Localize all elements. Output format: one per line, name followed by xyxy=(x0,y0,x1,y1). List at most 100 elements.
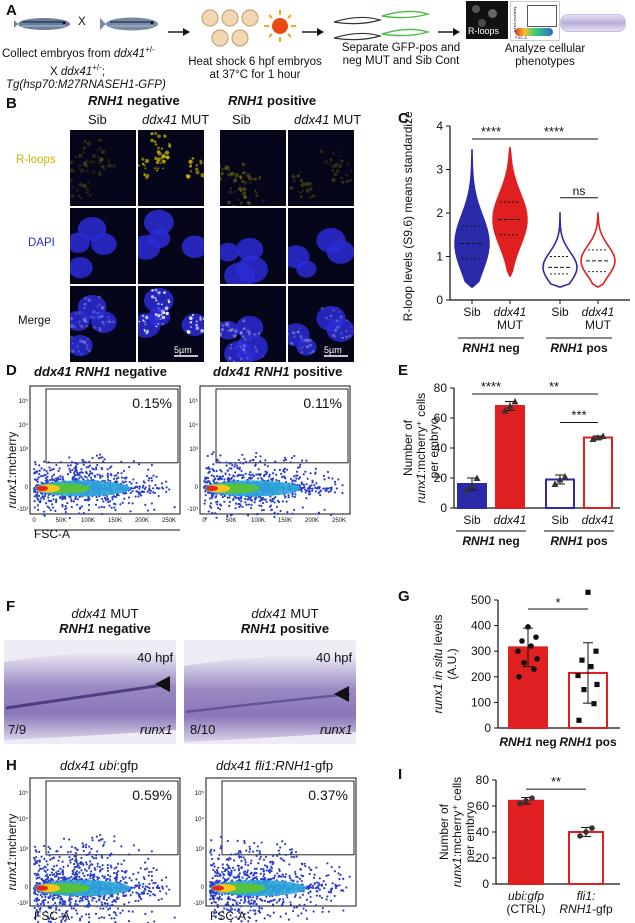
arrow-1-icon xyxy=(168,28,190,36)
h-ytick-label: 0 xyxy=(201,885,205,891)
flow-thumbnail-ylabel: runx1:mcherry xyxy=(512,6,517,32)
f-right-title2-gene: RNH1 xyxy=(240,621,277,636)
g-point-a xyxy=(528,643,534,649)
b-group-pos-gene: RNH1 xyxy=(228,93,264,108)
h-title-left: ddx41 ubi:gfp xyxy=(60,758,138,773)
step1-line1: Collect embryos from xyxy=(2,47,114,60)
violin-0 xyxy=(454,149,490,288)
c-category-label: Sib xyxy=(463,305,481,319)
g-point-a xyxy=(534,656,540,662)
h-ytick-label: 10⁴ xyxy=(195,816,205,823)
step1-line3: Tg(hsp70:M27RNASEH1-GFP) xyxy=(6,78,166,91)
panel-c-label: C xyxy=(398,110,409,127)
d-xtick-label: 250K xyxy=(332,518,346,524)
i-ylabel-3: per embryo xyxy=(463,801,477,862)
micrograph-merge-1: 5µm xyxy=(138,286,204,362)
g-ylabel-1: runx1 in situ levels xyxy=(431,615,445,714)
i-sig-label: ** xyxy=(551,774,561,789)
b-col-mut-pos: ddx41 MUT xyxy=(294,112,361,127)
c-sig-label: **** xyxy=(544,124,564,139)
micrograph-merge-3: 5µm xyxy=(288,286,354,362)
micrograph-dapi-2 xyxy=(220,208,286,284)
panel-i-label: I xyxy=(398,766,403,783)
h-title-right: ddx41 fli1:RNH1-gfp xyxy=(216,758,333,773)
g-ytick-label: 400 xyxy=(471,619,491,633)
panel-c-violin-chart: 0 1 2 3 4 R-loop levels (S9.6) means standard… xyxy=(401,112,630,355)
d-title-left-text: negative xyxy=(110,364,167,379)
panel-f-label: F xyxy=(6,598,16,615)
step1-line1-gene: ddx41 xyxy=(113,47,146,60)
c-group-pos-label: RNH1 pos xyxy=(550,341,608,355)
arrow-3-icon xyxy=(438,28,460,36)
e-point xyxy=(551,480,559,487)
d-ytick-label: 10⁴ xyxy=(189,422,199,429)
e-ytick-label: 0 xyxy=(440,501,447,515)
zebrafish-pair-illustration xyxy=(14,17,158,31)
step1-text: Collect embryos from ddx41+/- X ddx41+/-… xyxy=(2,43,202,92)
g-point-a xyxy=(521,659,527,666)
d-ytick-label: 10³ xyxy=(189,447,198,453)
rloops-thumbnail: R-loops xyxy=(466,1,508,39)
e-point xyxy=(501,407,509,414)
i-category-2-line1: fli1: xyxy=(577,889,596,903)
micrograph-merge-0 xyxy=(70,286,136,362)
h-title-left-text: :gfp xyxy=(116,758,139,773)
h-left-gate xyxy=(45,780,179,856)
i-bar-1 xyxy=(568,831,604,885)
larva-gfp-pos-icon xyxy=(381,10,430,37)
step3-text: Separate GFP-pos and neg MUT and Sib Con… xyxy=(326,42,476,68)
step1-line1-sup: +/- xyxy=(145,45,155,54)
f-right-gene: runx1 xyxy=(320,722,353,737)
d-left-gate xyxy=(45,388,179,464)
h-ytick-label: -10³ xyxy=(193,901,204,907)
h-ylabel: runx1:mcherry xyxy=(5,814,19,891)
micrograph-dapi-1 xyxy=(138,208,204,284)
b-col-sib-neg: Sib xyxy=(88,112,107,127)
b-row-merge: Merge xyxy=(18,315,51,327)
step1-line2-gene: ddx41 xyxy=(60,65,93,78)
h-title-right-gene: ddx41 fli1:RNH1 xyxy=(216,758,311,773)
b-col-mut-neg: ddx41 MUT xyxy=(142,112,209,127)
step2-text: Heat shock 6 hpf embryos at 37°C for 1 h… xyxy=(178,56,332,82)
i-point xyxy=(577,833,583,839)
h-left-density-max xyxy=(36,885,48,891)
d-ytick-label: 10⁵ xyxy=(19,398,29,405)
d-title-right-gene: ddx41 RNH1 xyxy=(213,364,290,379)
step4-line1: Analyze cellular xyxy=(504,43,586,55)
e-point xyxy=(463,486,471,493)
d-title-left-gene: ddx41 RNH1 xyxy=(34,364,111,379)
g-ytick-label: 0 xyxy=(484,721,491,735)
g-ytick-label: 300 xyxy=(471,644,491,658)
c-category-label: ddx41 xyxy=(582,305,615,319)
e-group-neg-label: RNH1 neg xyxy=(462,534,519,548)
f-right-stage: 40 hpf xyxy=(316,650,353,665)
i-category-2-line2: RNH1-gfp xyxy=(559,902,613,916)
c-ytick-label: 0 xyxy=(436,293,443,307)
micrograph-dapi-0 xyxy=(70,208,136,284)
f-left-title2-gene: RNH1 xyxy=(59,621,95,636)
f-left-title2: negative xyxy=(94,621,151,636)
panel-d-flow-plots: 0.15% 0.11% 10⁵ 10⁴ 10³ 0 -10³ 0 50K 100K 150K 200K… xyxy=(5,385,351,541)
cross-symbol: X xyxy=(78,16,86,28)
d-left-percent: 0.15% xyxy=(132,395,172,411)
h-title-left-gene: ddx41 ubi xyxy=(60,758,117,773)
e-sig-label: ** xyxy=(549,379,559,394)
g-ylabel-2: (A.U.) xyxy=(445,648,459,679)
micrograph-dapi-3 xyxy=(288,208,354,284)
step4-line2: phenotypes xyxy=(515,56,575,68)
f-left-title1: MUT xyxy=(106,606,139,621)
d-ytick-label: 0 xyxy=(195,485,199,491)
h-ytick-label: 10³ xyxy=(19,847,28,853)
i-point xyxy=(523,798,529,804)
panel-i-bar-chart: 0 20 40 60 80 ** ubi:gfp(CTRL) fli1:RNH1-gfp Num… xyxy=(437,773,620,916)
micrograph-rloops-3 xyxy=(288,130,354,206)
f-right-title1-gene: ddx41 xyxy=(251,606,287,621)
panel-g-bar-chart: 0 100 200 300 400 500 * RNH1 neg RNH1 pos runx1 i… xyxy=(431,589,620,749)
g-point-a xyxy=(515,648,521,654)
d-xtick-label: 250K xyxy=(162,518,176,524)
h-xlabel-left: FSC-A xyxy=(34,909,70,923)
g-point-b xyxy=(576,717,582,723)
panel-d-label: D xyxy=(6,362,17,379)
c-category-label2: MUT xyxy=(585,318,612,332)
